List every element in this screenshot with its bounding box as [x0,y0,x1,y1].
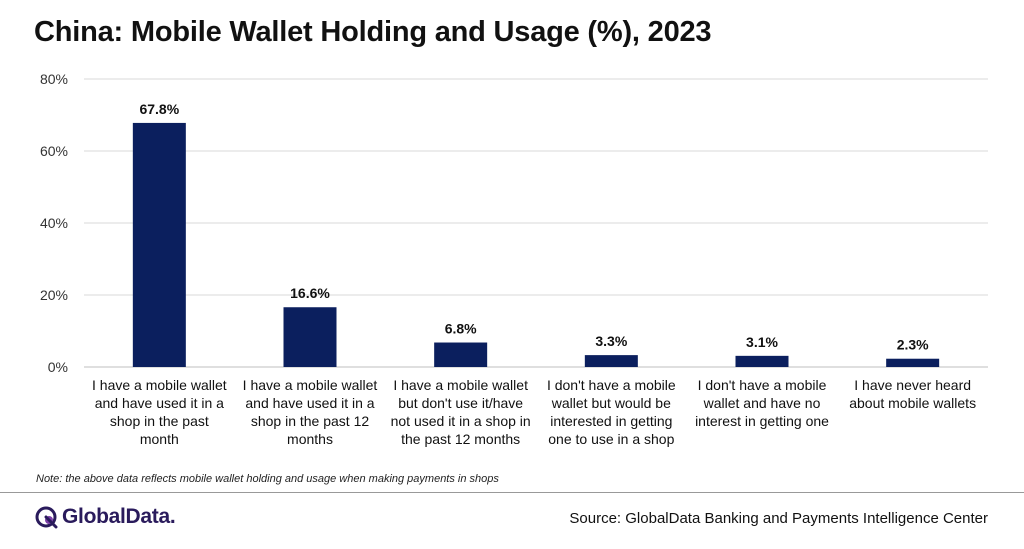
data-label: 67.8% [139,101,179,117]
globaldata-logo-text: GlobalData. [62,505,176,528]
category-label-line: shop in the past 12 [250,413,370,429]
bar [584,355,638,367]
bar [434,342,488,367]
bar [735,355,789,367]
data-label: 2.3% [897,337,929,353]
category-label: I have a mobile wallet but don't use it/h… [386,376,536,448]
category-label: I don't have a mobile wallet and have no i… [687,376,837,430]
category-label-line: wallet and have no [703,395,821,411]
bar [132,122,186,367]
globaldata-logo: GlobalData. [34,505,176,529]
y-tick-label: 40% [40,215,68,231]
category-label-line: I don't have a mobile [546,377,676,393]
category-label-line: months [287,431,333,447]
chart-title: China: Mobile Wallet Holding and Usage (… [34,16,712,48]
category-label-line: I don't have a mobile [697,377,827,393]
category-label: I don't have a mobile wallet but would be… [536,376,686,448]
bar [283,307,337,367]
bar [886,358,940,367]
globaldata-logo-icon [35,506,58,529]
category-label-line: I have a mobile wallet [92,377,227,393]
source-text: Source: GlobalData Banking and Payments … [569,510,988,527]
category-label: I have never heard about mobile wallets [838,376,988,412]
category-label-line: but don't use it/have [398,395,524,411]
category-label-line: interested in getting [550,413,673,429]
data-label: 3.3% [595,333,627,349]
category-label: I have a mobile wallet and have used it i… [84,376,234,448]
category-label-line: one to use in a shop [548,431,675,447]
category-label-line: the past 12 months [401,431,521,447]
footer-divider [0,492,1024,493]
category-label-line: month [139,431,179,447]
category-label-line: and have used it in a [94,395,224,411]
data-label: 3.1% [746,334,778,350]
category-label-line: interest in getting one [695,413,829,429]
y-tick-label: 20% [40,287,68,303]
category-label-line: I have never heard [854,377,972,393]
category-label-line: I have a mobile wallet [393,377,528,393]
category-label-line: not used it in a shop in [390,413,531,429]
chart-note: Note: the above data reflects mobile wal… [36,473,499,485]
category-label-line: wallet but would be [551,395,671,411]
data-label: 16.6% [290,285,330,301]
bar-chart: 0% 20% 40% 60% 80% 67.8% 16.6% 6.8% 3.3% 3.1% 2.3% [40,71,988,375]
category-label-line: shop in the past [109,413,209,429]
category-label: I have a mobile wallet and have used it i… [235,376,385,448]
y-tick-label: 60% [40,143,68,159]
category-label-line: and have used it in a [245,395,375,411]
data-label: 6.8% [445,321,477,337]
y-tick-label: 0% [48,359,68,375]
category-label-line: about mobile wallets [849,395,977,411]
y-tick-label: 80% [40,71,68,87]
category-label-line: I have a mobile wallet [242,377,378,393]
